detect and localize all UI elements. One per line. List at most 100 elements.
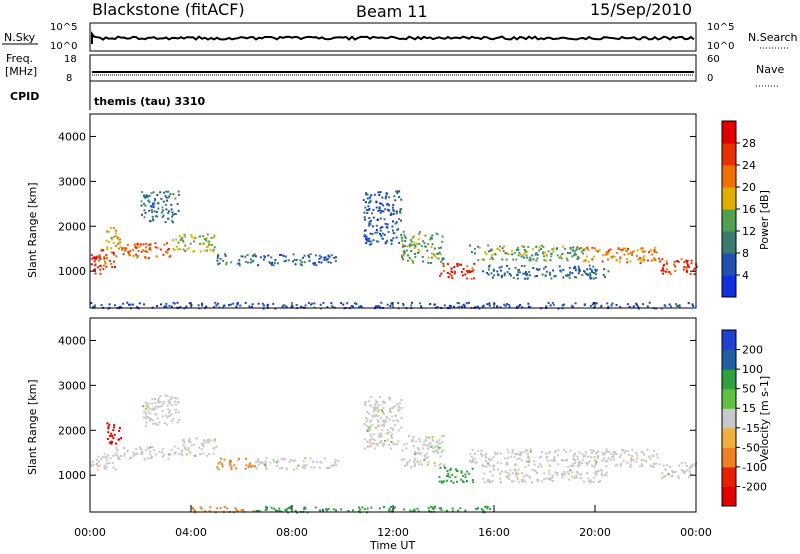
heatmap-cell bbox=[389, 411, 392, 413]
heatmap-cell bbox=[554, 451, 557, 454]
heatmap-cell bbox=[236, 302, 239, 304]
heatmap-cell bbox=[485, 252, 488, 255]
heatmap-cell bbox=[561, 253, 564, 255]
heatmap-cell bbox=[207, 240, 210, 243]
heatmap-cell bbox=[309, 457, 312, 460]
heatmap-cell bbox=[523, 256, 525, 259]
heatmap-cell bbox=[431, 445, 434, 448]
heatmap-cell bbox=[176, 245, 179, 248]
heatmap-cell bbox=[380, 409, 383, 412]
heatmap-cell bbox=[173, 248, 176, 251]
heatmap-cell bbox=[363, 235, 366, 238]
heatmap-cell bbox=[122, 253, 125, 256]
heatmap-cell bbox=[500, 269, 502, 272]
heatmap-cell bbox=[554, 275, 557, 277]
heatmap-cell bbox=[548, 464, 551, 467]
heatmap-cell bbox=[125, 247, 128, 250]
heatmap-cell bbox=[257, 459, 260, 462]
heatmap-cell bbox=[507, 472, 509, 475]
heatmap-cell bbox=[418, 438, 421, 441]
heatmap-cell bbox=[251, 306, 253, 309]
colorbar-tick-label: -100 bbox=[742, 461, 767, 474]
heatmap-cell bbox=[537, 269, 540, 272]
heatmap-cell bbox=[210, 243, 213, 246]
heatmap-cell bbox=[223, 304, 226, 307]
heatmap-cell bbox=[115, 229, 118, 232]
heatmap-cell bbox=[689, 466, 692, 469]
heatmap-cell bbox=[172, 301, 175, 304]
heatmap-cell bbox=[374, 415, 377, 418]
heatmap-cell bbox=[142, 405, 145, 408]
heatmap-cell bbox=[223, 458, 226, 461]
heatmap-cell bbox=[678, 305, 681, 308]
heatmap-cell bbox=[562, 276, 565, 279]
heatmap-cell bbox=[208, 510, 211, 513]
heatmap-cell bbox=[534, 275, 537, 278]
heatmap-cell bbox=[102, 249, 105, 252]
heatmap-cell bbox=[112, 251, 115, 254]
heatmap-cell bbox=[526, 474, 528, 477]
heatmap-cell bbox=[145, 421, 148, 424]
heatmap-cell bbox=[178, 418, 181, 421]
heatmap-cell bbox=[615, 259, 618, 262]
heatmap-cell bbox=[386, 429, 389, 432]
heatmap-cell bbox=[195, 437, 198, 440]
heatmap-cell bbox=[529, 448, 532, 451]
heatmap-cell bbox=[225, 263, 228, 266]
heatmap-cell bbox=[573, 254, 576, 257]
heatmap-cell bbox=[112, 454, 115, 457]
heatmap-cell bbox=[573, 462, 576, 464]
heatmap-cell bbox=[599, 469, 602, 472]
heatmap-cell bbox=[376, 419, 379, 422]
heatmap-cell bbox=[366, 429, 369, 432]
heatmap-cell bbox=[570, 464, 573, 467]
heatmap-cell bbox=[403, 245, 406, 247]
heatmap-cell bbox=[538, 456, 541, 459]
heatmap-cell bbox=[623, 451, 626, 454]
heatmap-cell bbox=[529, 257, 532, 260]
heatmap-cell bbox=[441, 441, 444, 443]
heatmap-cell bbox=[557, 449, 560, 452]
heatmap-cell bbox=[389, 305, 392, 307]
heatmap-cell bbox=[371, 225, 374, 228]
heatmap-cell bbox=[442, 449, 445, 452]
heatmap-cell bbox=[539, 463, 542, 466]
heatmap-cell bbox=[113, 304, 116, 307]
heatmap-cell bbox=[662, 272, 665, 275]
heatmap-cell bbox=[141, 191, 143, 194]
heatmap-cell bbox=[658, 463, 661, 466]
heatmap-cell bbox=[460, 471, 463, 474]
heatmap-cell bbox=[135, 253, 138, 256]
heatmap-cell bbox=[515, 258, 518, 261]
heatmap-cell bbox=[510, 455, 513, 458]
colorbar-tick-label: 24 bbox=[742, 159, 756, 172]
heatmap-cell bbox=[482, 270, 485, 273]
heatmap-cell bbox=[400, 398, 403, 401]
heatmap-cell bbox=[117, 455, 120, 458]
heatmap-cell bbox=[101, 456, 104, 459]
heatmap-cell bbox=[645, 460, 648, 463]
heatmap-cell bbox=[214, 301, 217, 304]
heatmap-cell bbox=[392, 213, 395, 215]
heatmap-cell bbox=[103, 257, 106, 260]
heatmap-cell bbox=[492, 465, 495, 468]
heatmap-cell bbox=[531, 248, 534, 251]
heatmap-cell bbox=[606, 253, 609, 256]
heatmap-cell bbox=[105, 462, 108, 465]
heatmap-cell bbox=[631, 455, 633, 458]
heatmap-cell bbox=[113, 426, 115, 429]
heatmap-cell bbox=[205, 237, 208, 240]
heatmap-cell bbox=[383, 419, 386, 422]
heatmap-cell bbox=[167, 248, 170, 250]
heatmap-cell bbox=[439, 274, 441, 277]
heatmap-cell bbox=[551, 248, 554, 251]
heatmap-cell bbox=[499, 472, 502, 475]
heatmap-cell bbox=[140, 453, 143, 456]
heatmap-cell bbox=[574, 266, 577, 269]
heatmap-cell bbox=[140, 450, 143, 453]
heatmap-cell bbox=[392, 443, 395, 446]
heatmap-cell bbox=[596, 269, 599, 272]
heatmap-cell bbox=[159, 395, 162, 398]
heatmap-cell bbox=[100, 304, 103, 307]
heatmap-cell bbox=[552, 303, 555, 306]
